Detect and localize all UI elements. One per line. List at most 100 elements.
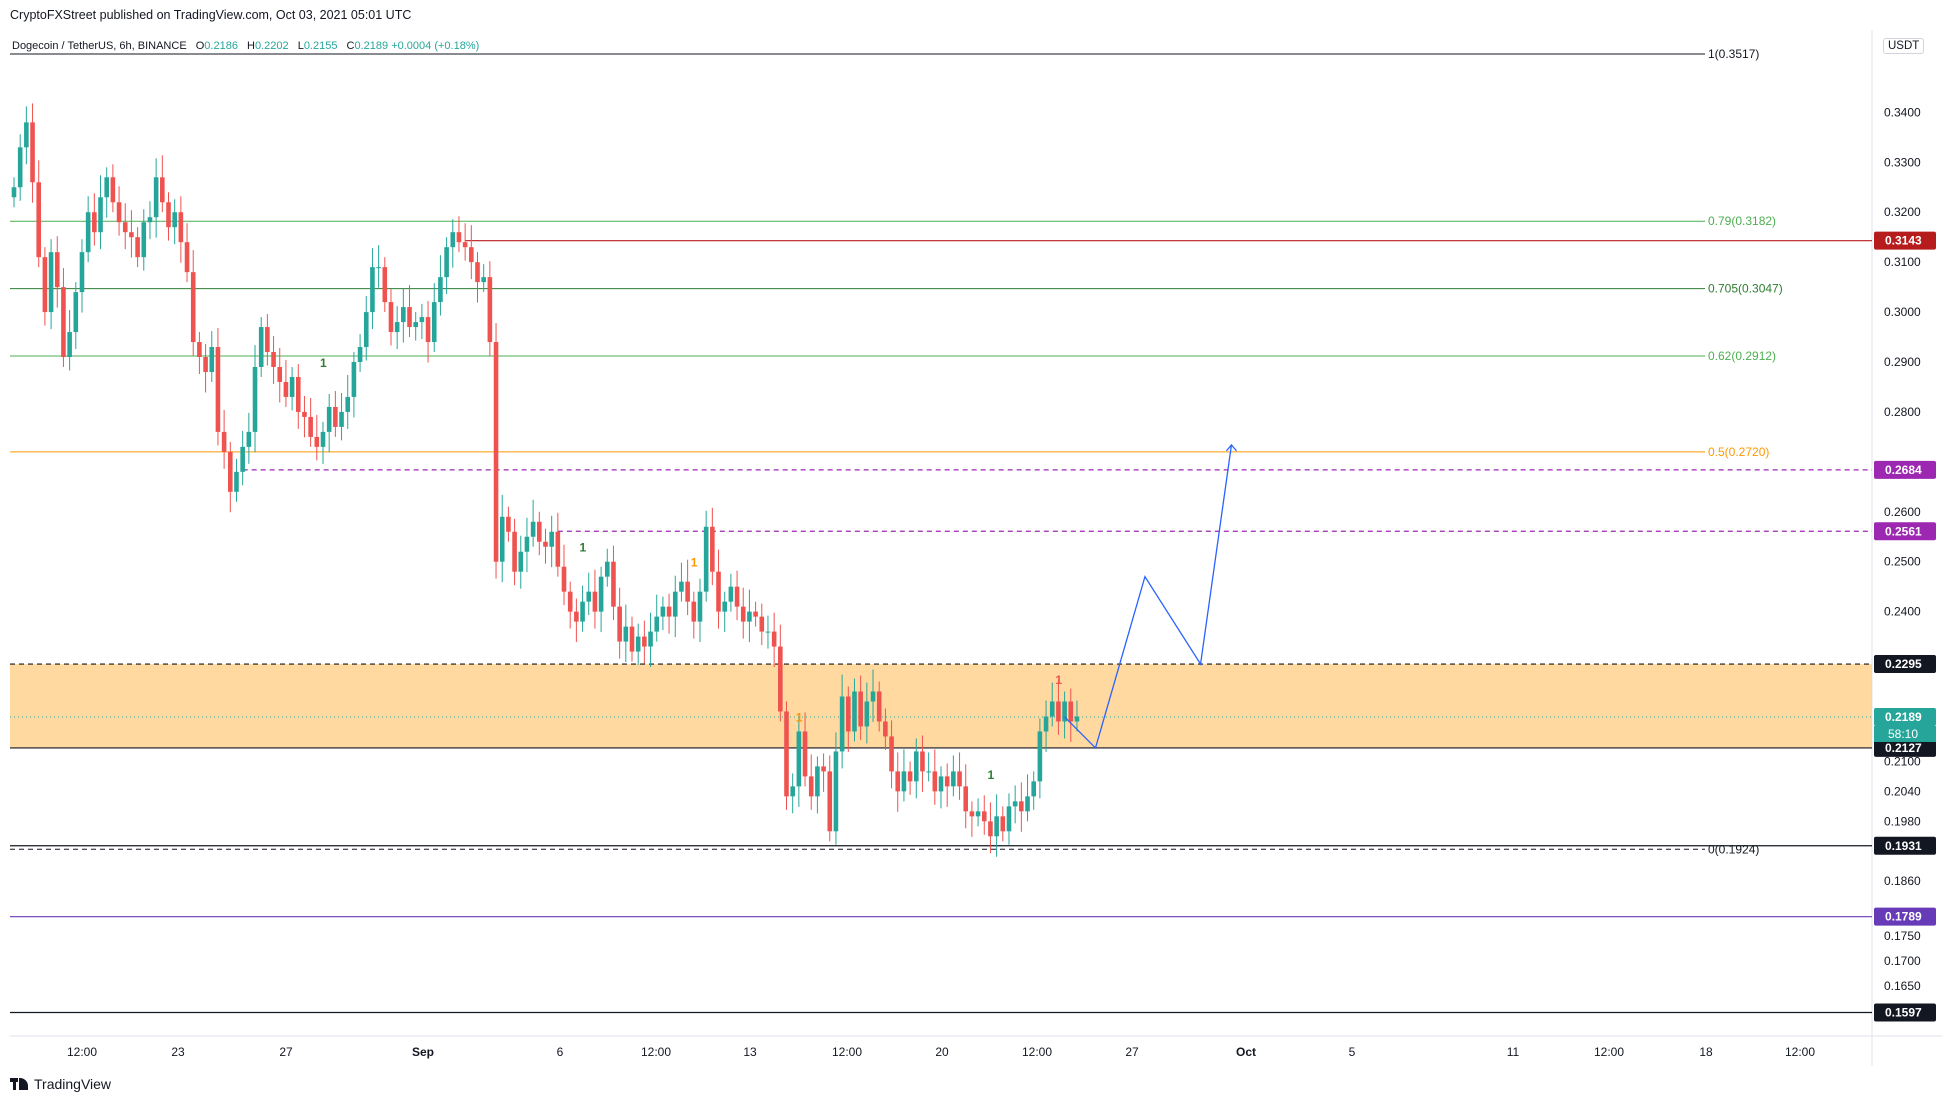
price-tag-bg-5 (1874, 738, 1936, 757)
candle-body-151 (944, 776, 950, 787)
price-tag-bg-3 (1874, 655, 1936, 674)
x-tick-6: 13 (743, 1045, 757, 1059)
fib-label-5: 0(0.1924) (1708, 842, 1759, 856)
candle-body-128 (802, 731, 808, 777)
y-tick-3: 0.3100 (1884, 255, 1921, 269)
supply-zone (10, 664, 1872, 748)
candle-body-63 (401, 307, 406, 323)
candle-body-87 (549, 531, 554, 547)
candle-body-103 (648, 631, 653, 647)
candle-body-110 (691, 601, 697, 622)
candle-body-8 (61, 287, 66, 358)
candle-body-56 (357, 347, 363, 363)
x-tick-2: 27 (279, 1045, 293, 1059)
td-marker-1: 1 (580, 541, 587, 555)
candle-body-44 (283, 381, 289, 397)
symbol-ohlc-legend: Dogecoin / TetherUS, 6h, BINANCE O0.2186… (12, 40, 479, 52)
candle-body-51 (326, 406, 332, 432)
y-tick-7: 0.2600 (1884, 505, 1921, 519)
candle-body-144 (901, 771, 907, 792)
candle-body-83 (524, 536, 530, 552)
candle-body-106 (666, 606, 672, 617)
price-tag-2: 0.2561 (1885, 524, 1922, 538)
change-value: +0.0004 (+0.18%) (391, 40, 480, 52)
candle-body-38 (246, 431, 252, 447)
candle-body-121 (759, 616, 765, 632)
candle-body-165 (1031, 781, 1036, 797)
projection-arrowhead (1225, 443, 1237, 452)
x-tick-15: 18 (1699, 1045, 1713, 1059)
candle-body-37 (240, 446, 245, 472)
currency-badge[interactable]: USDT (1883, 38, 1925, 54)
candle-body-4 (36, 182, 42, 258)
candle-body-27 (178, 212, 184, 243)
candle-body-60 (382, 267, 388, 303)
candle-body-49 (314, 436, 320, 447)
candle-body-147 (920, 751, 925, 772)
x-tick-12: 5 (1349, 1045, 1356, 1059)
candle-body-134 (839, 696, 845, 752)
x-tick-5: 12:00 (641, 1045, 671, 1059)
y-tick-12: 0.1980 (1884, 814, 1921, 828)
candle-body-59 (376, 267, 381, 269)
candle-body-130 (815, 766, 820, 797)
candle-body-65 (413, 322, 418, 328)
close-value: 0.2189 (354, 40, 389, 52)
candle-body-36 (234, 471, 239, 492)
candle-body-61 (388, 302, 394, 333)
price-tag-7: 0.1789 (1885, 910, 1922, 924)
candle-body-172 (1074, 716, 1080, 722)
candle-body-48 (308, 416, 313, 437)
publisher-caption: CryptoFXStreet published on TradingView.… (10, 8, 412, 22)
projection-path (1064, 444, 1233, 750)
candle-body-81 (512, 531, 517, 572)
candle-body-120 (753, 611, 758, 617)
candle-body-53 (339, 411, 344, 427)
fib-label-1: 0.79(0.3182) (1708, 214, 1776, 228)
candle-body-150 (938, 776, 944, 792)
candle-body-20 (135, 237, 140, 258)
candle-body-55 (351, 362, 357, 397)
candle-body-131 (821, 766, 826, 772)
candle-body-129 (808, 776, 814, 797)
candle-body-140 (876, 691, 882, 722)
candle-body-149 (932, 771, 938, 792)
candle-body-109 (685, 581, 690, 602)
candle-body-32 (209, 347, 215, 372)
candle-body-169 (1056, 701, 1061, 722)
candle-body-86 (543, 541, 548, 547)
candle-body-94 (592, 591, 598, 612)
price-tag-bg-7 (1874, 907, 1936, 926)
candle-body-43 (277, 366, 283, 382)
candle-body-3 (30, 122, 35, 183)
candle-body-0 (11, 187, 17, 198)
candle-body-31 (203, 357, 208, 372)
candle-body-95 (598, 576, 604, 612)
candle-body-145 (907, 771, 913, 782)
candle-body-88 (555, 531, 561, 567)
x-tick-16: 12:00 (1785, 1045, 1815, 1059)
candle-body-101 (635, 636, 641, 652)
candle-body-135 (846, 696, 851, 732)
candle-body-119 (747, 611, 752, 622)
tradingview-logo[interactable]: TradingView (10, 1076, 111, 1092)
candle-body-79 (499, 516, 505, 562)
candle-body-84 (530, 521, 536, 537)
price-tag-0: 0.3143 (1885, 234, 1922, 248)
candle-body-33 (215, 347, 221, 432)
candle-body-139 (870, 691, 876, 702)
candle-body-22 (147, 217, 153, 223)
candle-body-160 (1000, 816, 1006, 832)
candle-body-40 (258, 327, 264, 367)
candle-body-90 (567, 591, 573, 612)
candle-body-34 (221, 431, 227, 452)
candle-body-7 (54, 252, 60, 288)
candle-body-171 (1068, 701, 1074, 722)
fib-label-2: 0.705(0.3047) (1708, 282, 1783, 296)
td-marker-5: 1 (1055, 673, 1062, 687)
open-label: O (195, 40, 205, 52)
candle-body-91 (574, 611, 579, 622)
candle-body-47 (302, 411, 307, 417)
candle-body-163 (1019, 801, 1024, 812)
